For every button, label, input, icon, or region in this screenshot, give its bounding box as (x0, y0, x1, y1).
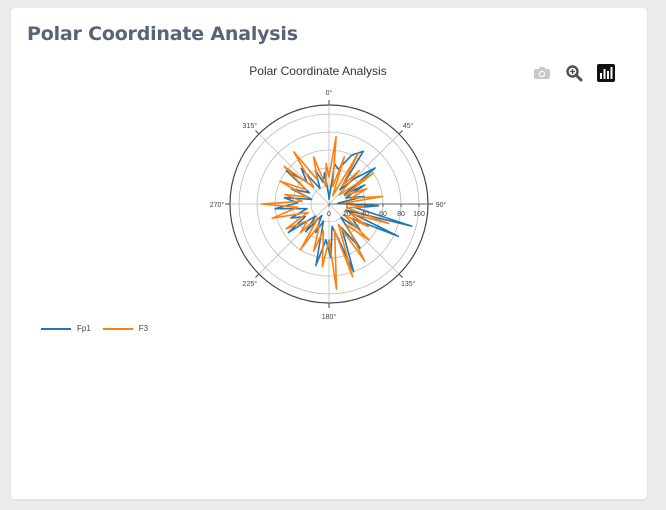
card-title: Polar Coordinate Analysis (27, 23, 298, 45)
camera-icon[interactable] (532, 63, 552, 83)
angular-grid-line (258, 133, 330, 205)
angular-tick-label: 180° (322, 313, 337, 321)
angular-grid-line (258, 203, 330, 275)
angular-tick-label: 0° (326, 89, 333, 97)
legend: Fp1 F3 (41, 324, 148, 333)
radial-tick-label: 80 (397, 211, 405, 218)
legend-label-f3: F3 (138, 324, 149, 333)
angular-tick-label: 315° (243, 122, 258, 130)
angular-tick (398, 130, 403, 135)
legend-swatch-fp1 (41, 327, 71, 330)
radial-tick-label: 60 (379, 211, 387, 218)
angular-tick (398, 273, 403, 278)
radial-tick-label: 20 (343, 211, 351, 218)
radial-tick-label: 0 (327, 211, 331, 218)
radial-tick-label: 100 (413, 211, 425, 218)
bar-chart-icon[interactable] (596, 63, 616, 83)
plot-title: Polar Coordinate Analysis (249, 64, 387, 78)
angular-tick-label: 45° (403, 122, 414, 130)
angular-tick (255, 273, 260, 278)
angular-tick (255, 130, 260, 135)
polar-series (260, 136, 413, 291)
legend-item-fp1[interactable]: Fp1 (41, 324, 91, 333)
zoom-icon[interactable] (564, 63, 584, 83)
angular-tick-label: 225° (243, 280, 258, 288)
angular-grid-line (328, 203, 400, 275)
series-line-f3 (260, 136, 390, 291)
angular-tick-label: 135° (401, 280, 416, 288)
angular-tick-label: 90° (436, 201, 447, 209)
chart-toolbar (532, 63, 616, 83)
legend-item-f3[interactable]: F3 (102, 324, 149, 333)
radial-tick-label: 40 (361, 211, 369, 218)
angular-tick-label: 270° (210, 201, 225, 209)
polar-labels: 0° 45° 90° 135° 180° 225° 270° 315° 0 20 40 60 80 100 (210, 89, 447, 321)
legend-swatch-f3 (102, 327, 133, 330)
legend-label-fp1: Fp1 (77, 324, 91, 333)
